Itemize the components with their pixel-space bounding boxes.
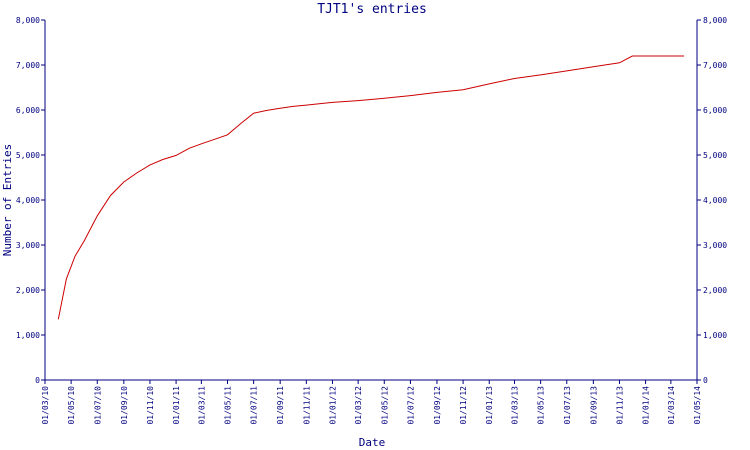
x-tick-label: 01/03/11 <box>197 386 206 425</box>
x-tick-label: 01/03/14 <box>667 386 676 425</box>
y-tick-label-left: 1,000 <box>16 331 40 340</box>
y-ticks-left: 0 1,000 2,000 3,000 4,000 5,000 6,000 7,000 8,00… <box>16 16 45 385</box>
series-line-0 <box>57 55 685 320</box>
chart-title: TJT1's entries <box>317 2 427 17</box>
x-tick-label: 01/05/12 <box>380 386 389 425</box>
x-tick-label: 01/11/13 <box>615 386 624 425</box>
x-tick-label: 01/11/10 <box>146 386 155 425</box>
y-tick-label-left: 3,000 <box>16 241 40 250</box>
x-tick-label: 01/07/13 <box>563 386 572 425</box>
axes <box>44 20 698 381</box>
y-tick-label-left: 8,000 <box>16 16 40 25</box>
x-axis-title: Date <box>359 436 386 449</box>
x-tick-label: 01/05/11 <box>223 386 232 425</box>
y-tick-label-left: 6,000 <box>16 106 40 115</box>
y-tick-label-right: 0 <box>703 376 708 385</box>
x-tick-label: 01/03/12 <box>354 386 363 425</box>
y-tick-label-left: 2,000 <box>16 286 40 295</box>
x-tick-label: 01/07/12 <box>406 386 415 425</box>
x-tick-label: 01/09/11 <box>276 386 285 425</box>
y-tick-label-right: 5,000 <box>703 151 727 160</box>
y-tick-label-left: 5,000 <box>16 151 40 160</box>
y-tick-label-right: 1,000 <box>703 331 727 340</box>
x-tick-label: 01/01/13 <box>485 386 494 425</box>
y-ticks-right: 0 1,000 2,000 3,000 4,000 5,000 6,000 7,000 8,00… <box>697 16 727 385</box>
x-tick-label: 01/05/10 <box>67 386 76 425</box>
x-tick-label: 01/11/11 <box>302 386 311 425</box>
y-tick-label-right: 4,000 <box>703 196 727 205</box>
x-tick-label: 01/03/10 <box>41 386 50 425</box>
y-tick-label-left: 7,000 <box>16 61 40 70</box>
x-tick-label: 01/05/13 <box>537 386 546 425</box>
y-axis-title: Number of Entries <box>1 144 14 257</box>
y-tick-label-right: 2,000 <box>703 286 727 295</box>
series-group <box>57 55 685 320</box>
y-tick-label-left: 0 <box>35 376 40 385</box>
x-tick-label: 01/01/12 <box>328 386 337 425</box>
x-ticks: 01/03/10 01/05/10 01/07/10 01/09/10 01/11/10… <box>41 380 702 425</box>
x-tick-label: 01/05/14 <box>693 386 702 425</box>
y-tick-label-right: 3,000 <box>703 241 727 250</box>
x-tick-label: 01/01/11 <box>172 386 181 425</box>
y-tick-label-right: 8,000 <box>703 16 727 25</box>
x-tick-label: 01/07/11 <box>250 386 259 425</box>
x-tick-label: 01/07/10 <box>93 386 102 425</box>
x-tick-label: 01/01/14 <box>642 386 651 425</box>
x-tick-label: 01/03/13 <box>511 386 520 425</box>
y-tick-label-right: 7,000 <box>703 61 727 70</box>
x-tick-label: 01/09/12 <box>433 386 442 425</box>
x-tick-label: 01/09/10 <box>120 386 129 425</box>
y-tick-label-right: 6,000 <box>703 106 727 115</box>
x-tick-label: 01/09/13 <box>589 386 598 425</box>
y-tick-label-left: 4,000 <box>16 196 40 205</box>
x-tick-label: 01/11/12 <box>459 386 468 425</box>
